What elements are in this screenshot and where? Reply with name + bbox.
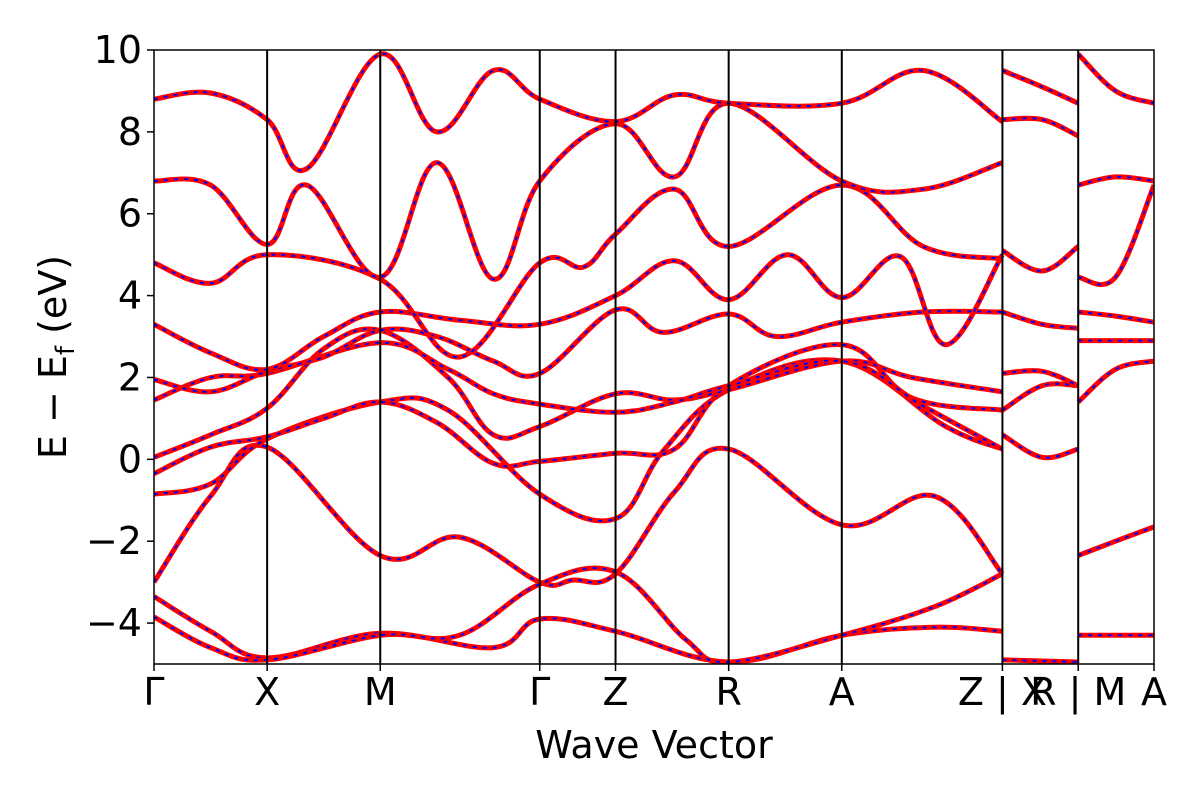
y-tick-label: 4 [118, 274, 142, 318]
y-tick-label: 6 [118, 192, 142, 236]
x-tick-label: R [715, 670, 741, 714]
band-line-blue [154, 253, 1004, 371]
band-line-red [1001, 309, 1079, 331]
band-line-red [1002, 115, 1080, 139]
band-line-red [1002, 368, 1080, 389]
band-line-blue [154, 595, 1003, 664]
band-line-red [154, 594, 1003, 664]
band-line-red [1076, 358, 1154, 404]
high-symmetry-lines [266, 50, 1080, 664]
band-line-red [154, 357, 1004, 524]
band-line-red [1077, 309, 1154, 325]
x-axis-ticks: Γ X M Γ Z R A Z | XR | M A [143, 664, 1167, 715]
y-axis-label: E − Ef (eV) [31, 255, 81, 459]
band-line-blue [154, 184, 1003, 359]
x-tick-label: M [364, 670, 397, 714]
band-line-blue [1077, 53, 1154, 105]
x-tick-label: Z [603, 670, 629, 714]
y-tick-label: 10 [94, 28, 142, 72]
y-tick-label: 2 [118, 355, 142, 399]
band-line-blue [1002, 658, 1079, 663]
x-tick-label: Γ [143, 670, 164, 714]
band-line-red [1001, 381, 1079, 413]
y-tick-label: 0 [118, 437, 142, 481]
x-tick-label: R | M [1030, 670, 1126, 715]
x-axis-label: Wave Vector [535, 723, 773, 767]
band-line-blue [154, 328, 1003, 459]
bands-layer [154, 51, 1154, 664]
y-axis-label-main: E − E [31, 355, 75, 459]
x-tick-label: X [254, 670, 280, 714]
band-line-red [1076, 52, 1154, 106]
band-line-red [154, 326, 1003, 460]
plot-frame [153, 49, 1155, 665]
band-line-blue [1002, 311, 1079, 330]
x-tick-label: A [1141, 670, 1167, 714]
y-axis-label-unit: (eV) [31, 255, 75, 346]
band-line-blue [1077, 184, 1154, 286]
band-line-blue [154, 307, 1003, 393]
band-line-blue [1077, 360, 1154, 403]
y-tick-label: −4 [86, 601, 142, 645]
y-tick-label: 8 [118, 110, 142, 154]
band-line-blue [1001, 382, 1079, 412]
band-line-blue [1002, 117, 1079, 137]
band-line-blue [1001, 245, 1079, 273]
x-tick-label: Z | X [958, 670, 1047, 715]
band-line-blue [154, 102, 1003, 281]
y-axis-ticks: −4 −2 0 2 4 6 8 10 [86, 28, 154, 645]
band-line-red [1077, 184, 1154, 287]
x-tick-label: A [829, 670, 855, 714]
band-line-blue [1077, 525, 1154, 557]
y-axis-label-subscript: f [51, 345, 81, 355]
band-line-blue [154, 358, 1003, 522]
band-line-red [1001, 244, 1080, 274]
band-line-red [1077, 174, 1154, 188]
band-line-red [154, 306, 1003, 395]
band-line-blue [154, 343, 1003, 475]
x-tick-label: Γ [529, 670, 550, 714]
y-tick-label: −2 [86, 519, 142, 563]
band-line-blue [1001, 433, 1079, 459]
band-line-blue [1002, 69, 1079, 105]
band-line-red [154, 51, 1004, 173]
